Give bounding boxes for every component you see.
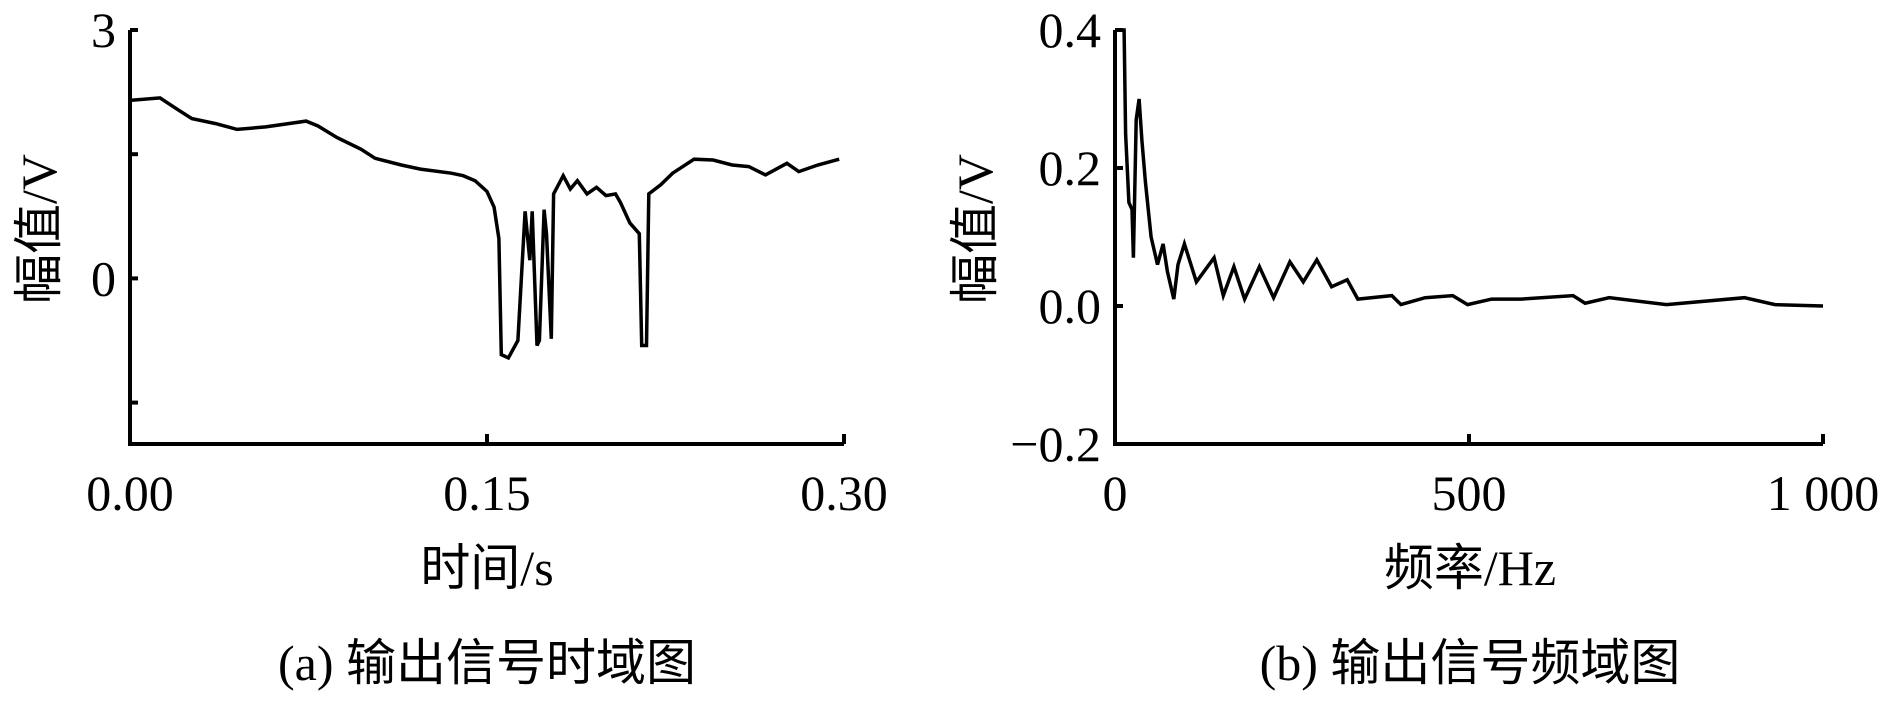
frequency-domain-chart: 0.4 0.2 0.0 −0.20 500 1 000 幅值/V 频率/Hz (b) 输出… <box>947 2 1879 691</box>
time-domain-y-tick-label: 0 <box>91 250 116 306</box>
time-domain-chart: 3 0 0.00 0.15 0.30 幅值/V 时间/s (a) 输出信号时域图 <box>11 2 888 691</box>
frequency-domain-y-tick-label: 0.0 <box>1039 278 1102 334</box>
frequency-domain-y-axis-label: 幅值/V <box>947 154 1003 304</box>
frequency-domain-y-tick-label: 0.2 <box>1039 140 1102 196</box>
frequency-domain-y-tick-label: 0.4 <box>1039 2 1102 58</box>
time-domain-x-tick-label: 0.15 <box>443 465 531 521</box>
time-domain-marks: 3 0 0.00 0.15 0.30 <box>86 2 888 521</box>
time-domain-y-tick-label: 3 <box>91 2 116 58</box>
frequency-domain-x-tick-label: 1 000 <box>1767 465 1880 521</box>
frequency-domain-x-axis-label: 频率/Hz <box>1384 540 1556 596</box>
time-domain-x-tick-label: 0.00 <box>86 465 174 521</box>
time-domain-x-tick-label: 0.30 <box>800 465 888 521</box>
time-domain-axes <box>128 30 844 446</box>
time-domain-caption: (a) 输出信号时域图 <box>278 635 696 691</box>
frequency-domain-x-tick-label: 500 <box>1432 465 1507 521</box>
frequency-domain-axes <box>1113 30 1823 446</box>
frequency-domain-signal-line <box>1115 28 1824 308</box>
time-domain-x-axis-label: 时间/s <box>420 540 553 596</box>
frequency-domain-x-tick-label: 0 <box>1103 465 1128 521</box>
frequency-domain-marks: 0.4 0.2 0.0 −0.20 500 1 000 <box>1010 2 1879 521</box>
time-domain-signal-line <box>129 96 840 361</box>
frequency-domain-y-tick-label: −0.2 <box>1010 416 1101 472</box>
time-domain-y-axis-label: 幅值/V <box>11 154 67 304</box>
frequency-domain-caption: (b) 输出信号频域图 <box>1260 635 1681 691</box>
